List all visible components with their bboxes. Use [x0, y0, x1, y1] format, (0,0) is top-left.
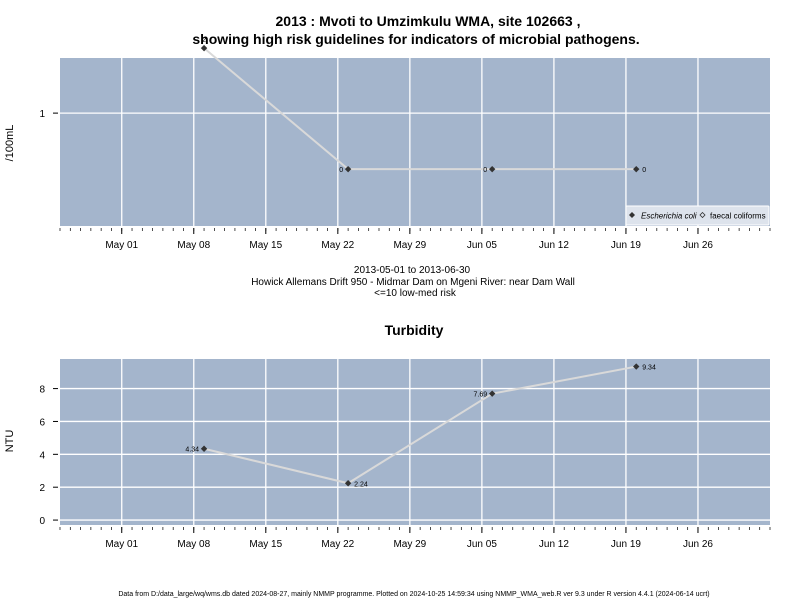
chart1-data-label: 2: [202, 37, 206, 44]
chart1-line-series: [203, 47, 637, 171]
chart1-grid: [60, 58, 770, 226]
chart1-xtick-label: May 15: [249, 240, 282, 251]
chart2-xtick-label: Jun 12: [539, 539, 569, 550]
legend-filled-diamond-icon: [629, 212, 635, 218]
chart1-title-line2: showing high risk guidelines for indicat…: [192, 31, 639, 47]
info-date-range: 2013-05-01 to 2013-06-30: [354, 265, 471, 276]
chart2-xtick-label: May 29: [393, 539, 426, 550]
chart1-title-line1: 2013 : Mvoti to Umzimkulu WMA, site 1026…: [276, 13, 581, 29]
chart2-series-line: [203, 365, 637, 485]
chart1-xtick-label: Jun 26: [683, 240, 713, 251]
chart1-xtick-label: May 01: [105, 240, 138, 251]
chart2-ytick-label: 4: [39, 450, 45, 461]
chart2-xtick-label: May 15: [249, 539, 282, 550]
chart2-xtick-label: Jun 05: [467, 539, 497, 550]
chart2-data-label: 9.34: [642, 365, 656, 372]
chart2-ylabel: NTU: [4, 430, 16, 453]
chart2-title: Turbidity: [385, 322, 444, 338]
chart2-x-axis: May 01 May 08 May 15 May 22 May 29 Jun 05 Jun …: [59, 527, 771, 550]
chart1-xtick-label: Jun 19: [611, 240, 641, 251]
chart1-plot-area: [60, 58, 770, 226]
chart2-data-point: [488, 390, 496, 397]
chart1-data-point: [344, 165, 352, 173]
chart1-xtick-label: Jun 05: [467, 240, 497, 251]
chart1-xtick-label: May 08: [177, 240, 210, 251]
chart1-data-point: [200, 44, 208, 52]
chart2-xtick-label: Jun 19: [611, 539, 641, 550]
chart1-data-point: [488, 165, 496, 173]
chart1-y-axis: 1: [39, 109, 58, 120]
chart2-xtick-label: May 01: [105, 539, 138, 550]
footer-note: Data from D:/data_large/wq/wms.db dated …: [118, 591, 709, 598]
chart2-ytick-label: 2: [39, 483, 45, 494]
chart1-legend: Escherichia coli faecal coliforms: [625, 205, 770, 226]
chart1-xtick-label: Jun 12: [539, 240, 569, 251]
chart2-line-series: [203, 365, 637, 485]
chart2-ytick-label: 8: [39, 385, 45, 396]
info-risk-guideline: <=10 low-med risk: [374, 288, 457, 299]
info-site-name: Howick Allemans Drift 950 - Midmar Dam o…: [251, 277, 575, 288]
chart2-data-label: 7.69: [474, 392, 488, 399]
chart1-data-label: 0: [642, 167, 646, 174]
chart2-data-label: 2.24: [354, 481, 368, 488]
chart2-points: 4.34 2.24 7.69 9.34: [185, 363, 656, 488]
chart1-points: 20 0 0: [200, 37, 646, 174]
chart1-x-axis: May 01 May 08 May 15 May 22 May 29 Jun 05 Jun …: [59, 228, 771, 251]
chart2-xtick-label: May 08: [177, 539, 210, 550]
chart2-xtick-label: May 22: [321, 539, 354, 550]
chart2-grid: [60, 359, 770, 525]
chart1-series-line: [203, 47, 637, 171]
chart2-ytick-label: 0: [39, 516, 45, 527]
chart2-data-point: [633, 363, 640, 370]
chart2-data-point: [344, 480, 352, 487]
chart1-data-point: [633, 165, 640, 173]
chart1-xtick-label: May 22: [321, 240, 354, 251]
chart1-data-label: 0: [339, 167, 343, 174]
chart1-ylabel: /100mL: [4, 125, 16, 162]
chart1-ytick-label: 1: [39, 109, 45, 120]
chart2-data-label: 4.34: [185, 447, 199, 454]
legend-box: [625, 205, 770, 226]
chart2-ytick-label: 6: [39, 417, 45, 428]
chart1-xtick-label: May 29: [393, 240, 426, 251]
chart1-data-label: 0: [483, 167, 487, 174]
legend-open-diamond-icon: [699, 211, 706, 219]
legend-label-faecal-coliforms: faecal coliforms: [710, 212, 766, 221]
chart2-data-point: [200, 445, 208, 452]
legend-label-e-coli: Escherichia coli: [641, 212, 697, 221]
chart2-xtick-label: Jun 26: [683, 539, 713, 550]
chart2-y-axis: 0 2 4 6 8: [39, 385, 58, 527]
